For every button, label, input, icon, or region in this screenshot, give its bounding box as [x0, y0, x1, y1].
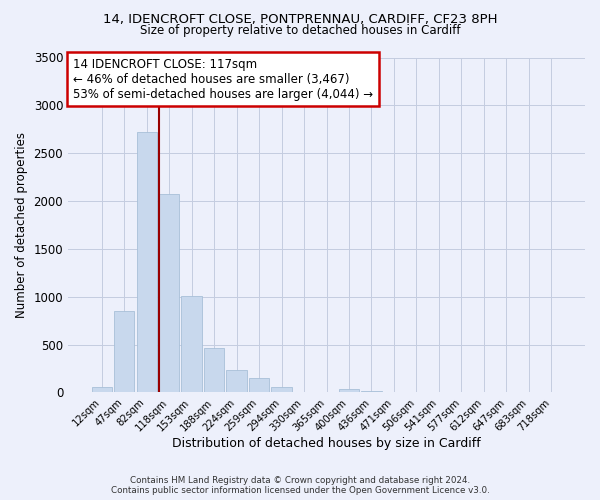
Bar [137, 132, 157, 392]
Text: 14 IDENCROFT CLOSE: 117sqm
← 46% of detached houses are smaller (3,467)
53% of s: 14 IDENCROFT CLOSE: 117sqm ← 46% of deta… [73, 58, 373, 100]
Text: 14, IDENCROFT CLOSE, PONTPRENNAU, CARDIFF, CF23 8PH: 14, IDENCROFT CLOSE, PONTPRENNAU, CARDIF… [103, 12, 497, 26]
Bar [114, 311, 134, 392]
Text: Size of property relative to detached houses in Cardiff: Size of property relative to detached ho… [140, 24, 460, 37]
Bar [181, 296, 202, 392]
Text: Contains HM Land Registry data © Crown copyright and database right 2024.
Contai: Contains HM Land Registry data © Crown c… [110, 476, 490, 495]
Bar [339, 389, 359, 392]
Bar [249, 378, 269, 392]
Bar [159, 194, 179, 392]
Bar [92, 387, 112, 392]
Bar [204, 348, 224, 393]
Bar [361, 391, 382, 392]
X-axis label: Distribution of detached houses by size in Cardiff: Distribution of detached houses by size … [172, 437, 481, 450]
Bar [226, 370, 247, 392]
Bar [271, 387, 292, 392]
Y-axis label: Number of detached properties: Number of detached properties [15, 132, 28, 318]
